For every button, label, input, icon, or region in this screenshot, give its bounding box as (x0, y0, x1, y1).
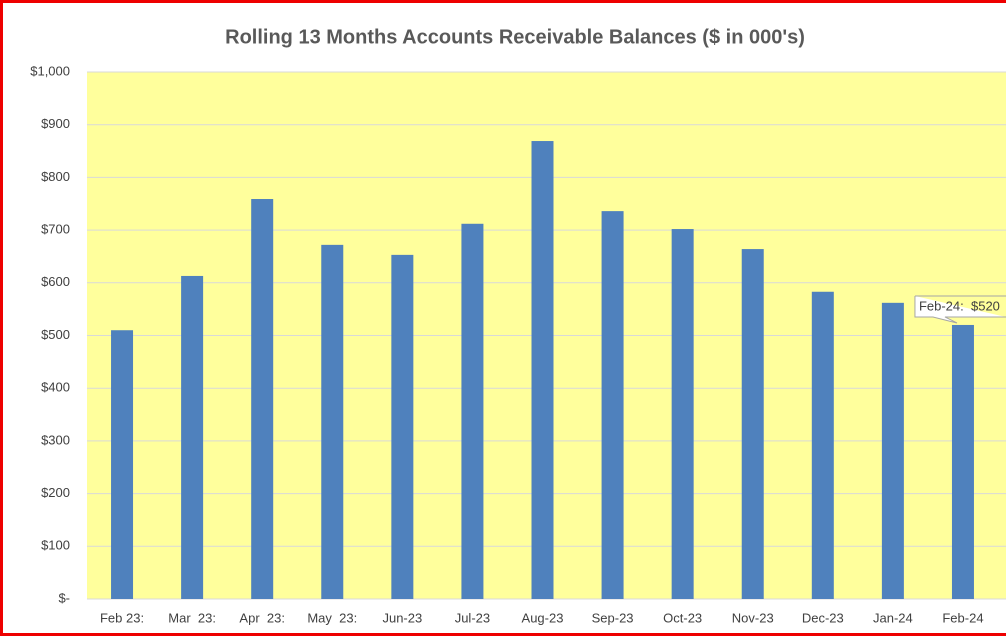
y-tick-label: $200 (41, 485, 70, 500)
x-tick-label: Jan-24 (873, 610, 913, 625)
y-tick-label: $300 (41, 432, 70, 447)
x-tick-label: Jun-23 (382, 610, 422, 625)
bar (601, 211, 624, 600)
y-tick-label: $500 (41, 327, 70, 342)
x-tick-label: Feb-24 (942, 610, 983, 625)
x-tick-label: Nov-23 (732, 610, 774, 625)
bar (251, 199, 274, 599)
bar (811, 291, 834, 599)
x-tick-label: Dec-23 (802, 610, 844, 625)
x-tick-label: Jul-23 (455, 610, 490, 625)
bar (741, 249, 764, 599)
bar (321, 244, 344, 599)
callout-box (914, 295, 1006, 324)
y-tick-label: $100 (41, 538, 70, 553)
x-tick-label: Oct-23 (663, 610, 702, 625)
bar (461, 223, 484, 599)
x-tick-label: Feb 23: (100, 610, 144, 625)
bar (671, 229, 694, 599)
x-tick-label: Aug-23 (522, 610, 564, 625)
x-tick-label: Mar 23: (168, 610, 216, 625)
y-tick-label: $400 (41, 380, 70, 395)
y-tick-label: $900 (41, 116, 70, 131)
bar (181, 275, 204, 599)
bar (391, 254, 414, 599)
x-tick-label: Sep-23 (592, 610, 634, 625)
y-tick-label: $800 (41, 169, 70, 184)
bar (951, 324, 974, 599)
x-tick-label: May 23: (307, 610, 357, 625)
bar (111, 330, 134, 599)
chart-title: Rolling 13 Months Accounts Receivable Ba… (225, 26, 805, 48)
y-tick-label: $700 (41, 222, 70, 237)
y-tick-label: $- (58, 590, 70, 605)
bar (881, 302, 904, 599)
y-tick-label: $1,000 (30, 63, 70, 78)
x-tick-label: Apr 23: (239, 610, 285, 625)
y-tick-label: $600 (41, 274, 70, 289)
data-label: Feb-24: $520 (919, 298, 1000, 313)
bar (531, 141, 554, 600)
